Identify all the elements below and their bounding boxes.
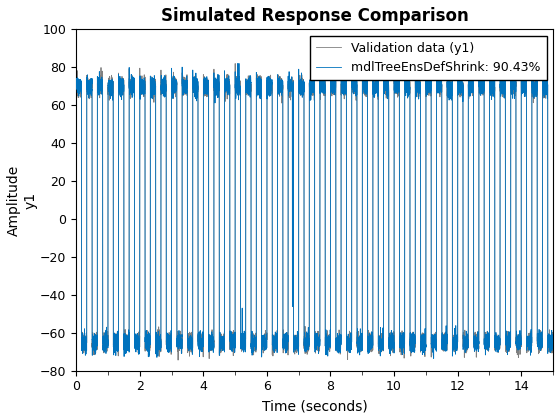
Validation data (y1) xyxy=(175,357,181,362)
Y-axis label: Amplitude
y1: Amplitude y1 xyxy=(7,164,37,236)
Validation data (y1) xyxy=(73,85,80,90)
mdlTreeEnsDefShrink: 90.43%: (15, -69.4): 90.43%: (15, -69.4) xyxy=(549,348,556,353)
Line: mdlTreeEnsDefShrink: 90.43%: mdlTreeEnsDefShrink: 90.43% xyxy=(76,63,553,358)
Validation data (y1) xyxy=(175,341,181,346)
Legend: Validation data (y1), mdlTreeEnsDefShrink: 90.43%: Validation data (y1), mdlTreeEnsDefShrin… xyxy=(310,36,547,80)
Validation data (y1) xyxy=(448,86,455,91)
Validation data (y1) xyxy=(380,86,387,91)
mdlTreeEnsDefShrink: 90.43%: (3.21, -68.6): 90.43%: (3.21, -68.6) xyxy=(175,346,181,352)
mdlTreeEnsDefShrink: 90.43%: (0, 69.8): 90.43%: (0, 69.8) xyxy=(73,84,80,89)
mdlTreeEnsDefShrink: 90.43%: (5.62, -65.1): 90.43%: (5.62, -65.1) xyxy=(251,340,258,345)
Validation data (y1) xyxy=(529,60,535,66)
mdlTreeEnsDefShrink: 90.43%: (9.68, 67.9): 90.43%: (9.68, 67.9) xyxy=(380,88,387,93)
Validation data (y1) xyxy=(548,334,555,339)
mdlTreeEnsDefShrink: 90.43%: (3.05, 67.4): 90.43%: (3.05, 67.4) xyxy=(170,89,176,94)
mdlTreeEnsDefShrink: 90.43%: (11.8, 69.7): 90.43%: (11.8, 69.7) xyxy=(448,84,455,89)
Line: Validation data (y1): Validation data (y1) xyxy=(76,63,553,360)
Validation data (y1) xyxy=(251,344,258,349)
mdlTreeEnsDefShrink: 90.43%: (11.2, -73.5): 90.43%: (11.2, -73.5) xyxy=(430,356,437,361)
Title: Simulated Response Comparison: Simulated Response Comparison xyxy=(161,7,469,25)
mdlTreeEnsDefShrink: 90.43%: (14.9, -63.5): 90.43%: (14.9, -63.5) xyxy=(548,337,555,342)
Validation data (y1) xyxy=(170,87,176,92)
Validation data (y1) xyxy=(549,332,556,337)
mdlTreeEnsDefShrink: 90.43%: (5.08, 82): 90.43%: (5.08, 82) xyxy=(234,61,241,66)
X-axis label: Time (seconds): Time (seconds) xyxy=(262,399,367,413)
